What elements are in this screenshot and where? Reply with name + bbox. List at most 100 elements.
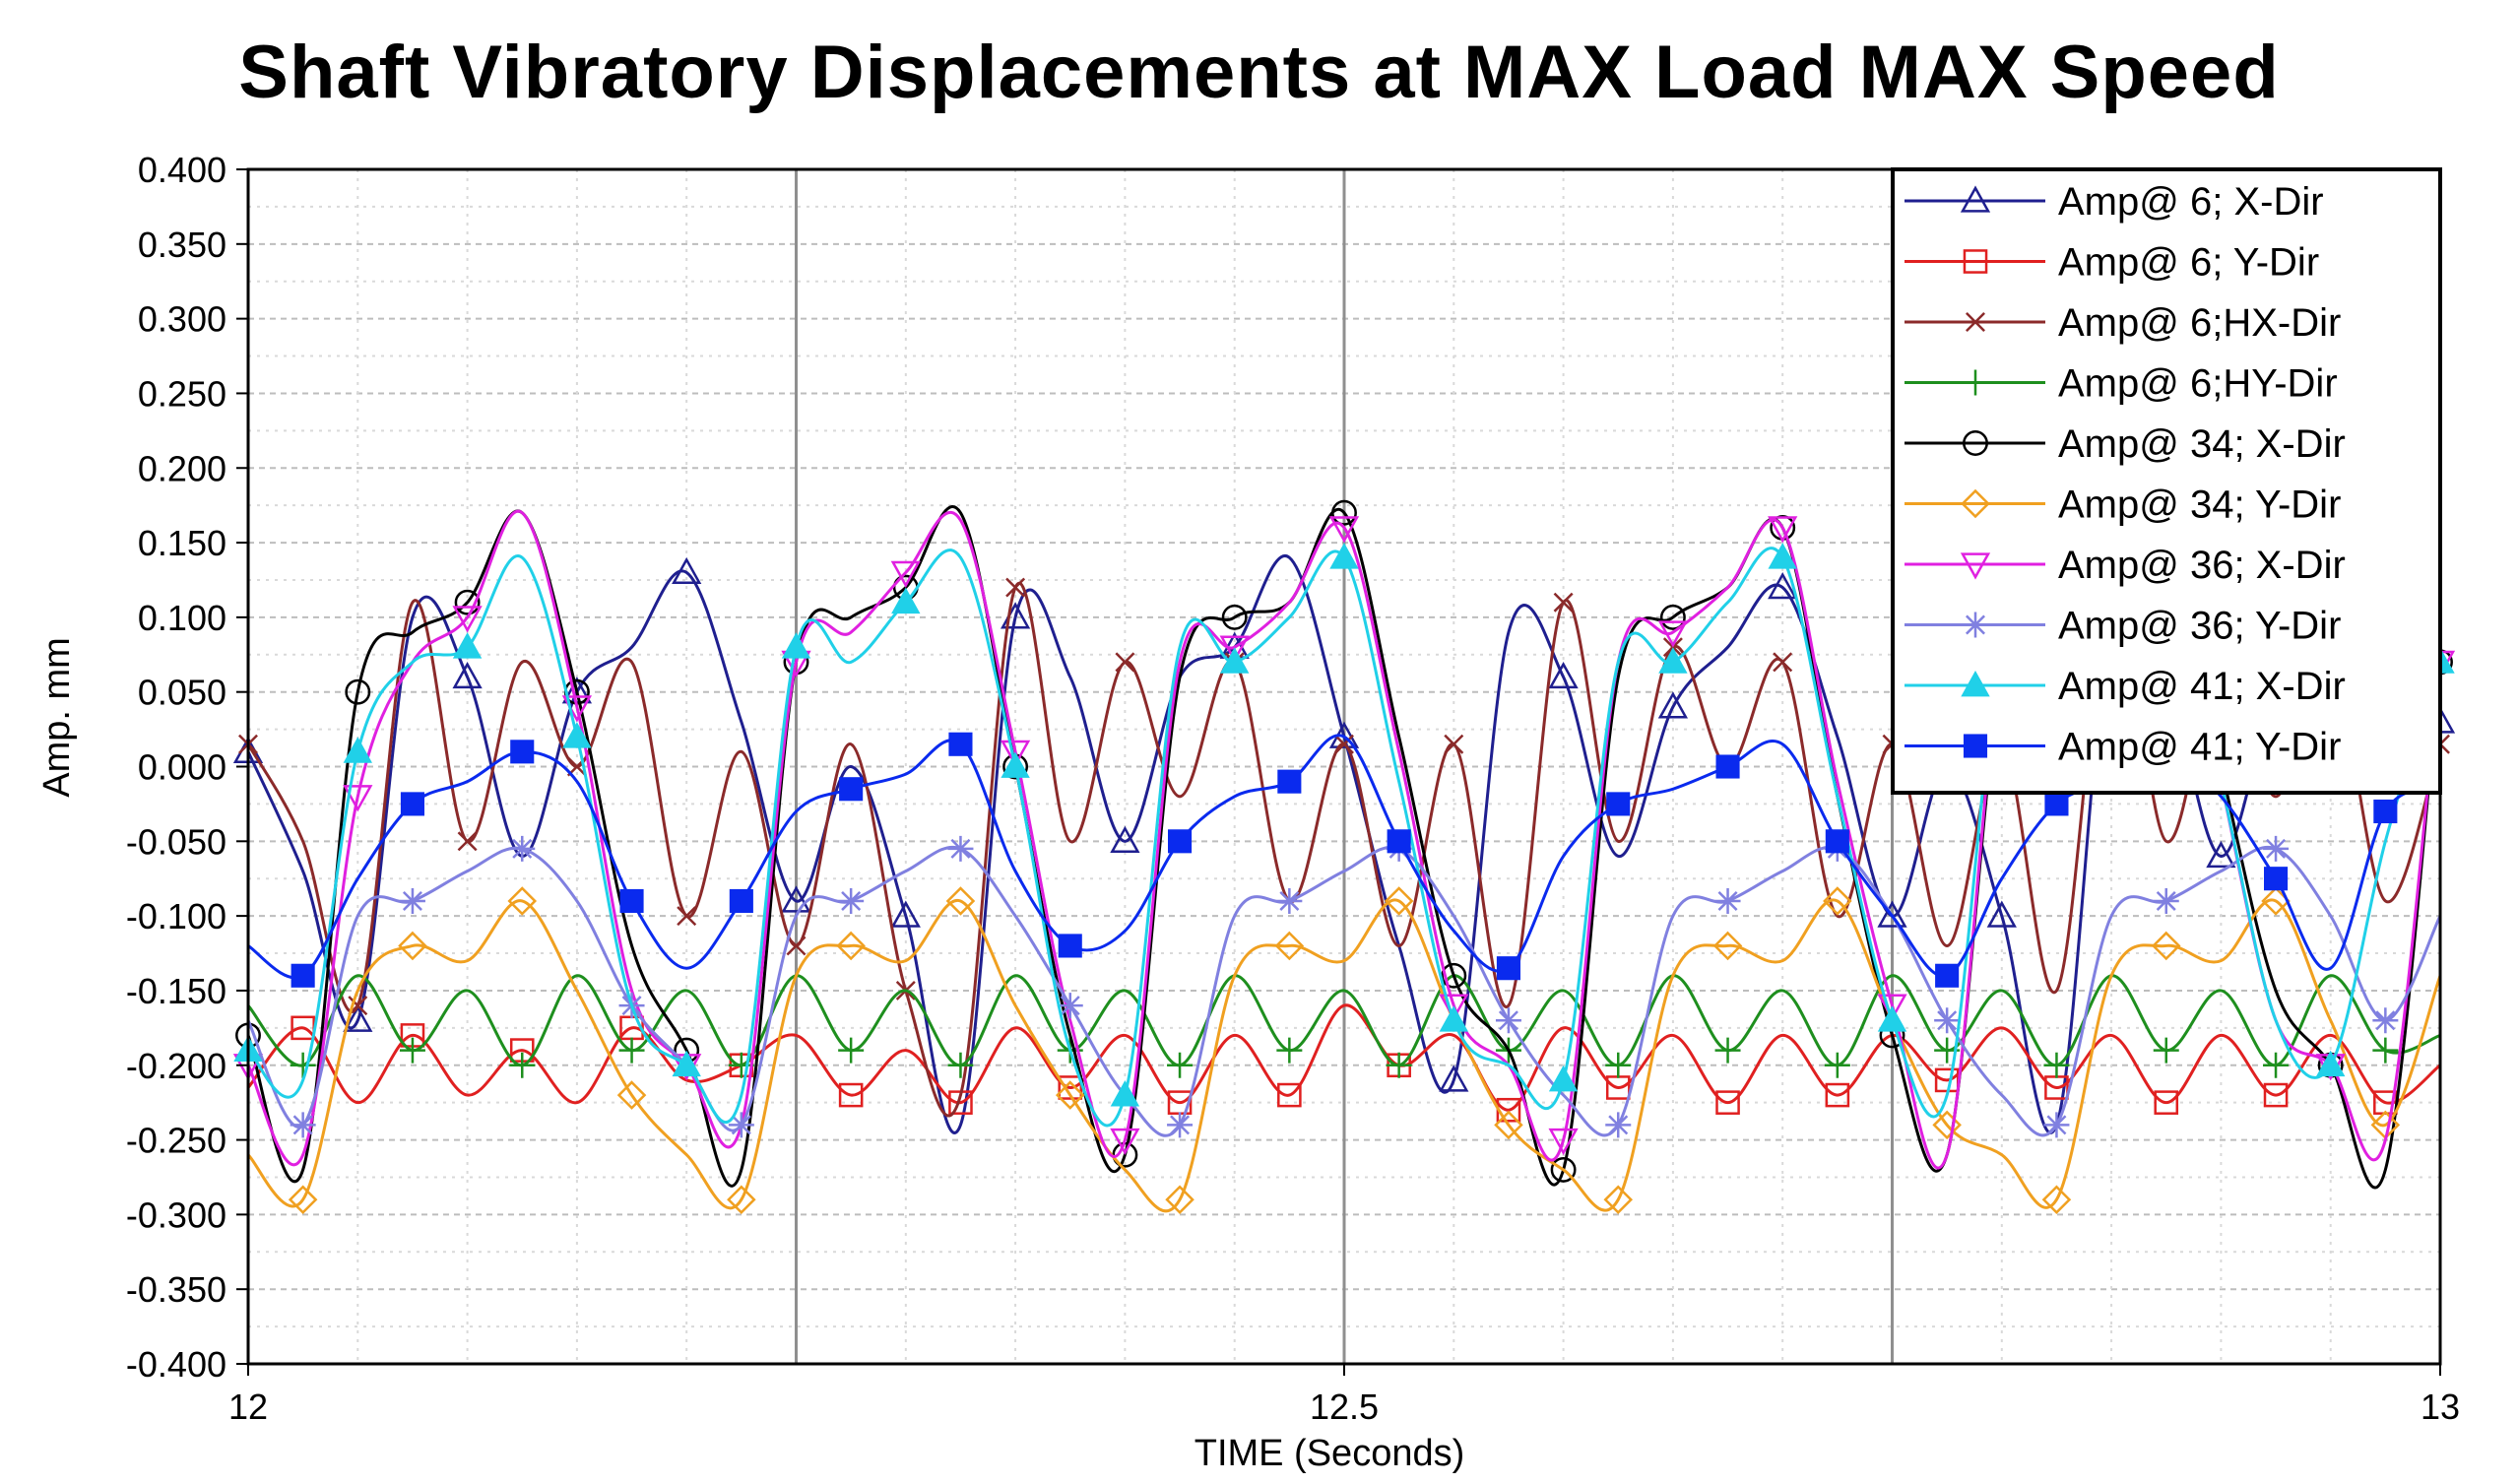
data-point xyxy=(1439,1005,1468,1032)
data-point xyxy=(507,886,538,916)
data-point xyxy=(1439,994,1469,1021)
data-point xyxy=(947,835,974,862)
y-tick-label: -0.300 xyxy=(126,1194,226,1235)
data-point xyxy=(1715,1090,1740,1115)
data-point xyxy=(1001,751,1030,778)
legend-entry-10: Amp@ 41; Y-Dir xyxy=(1905,726,2341,769)
data-point xyxy=(2043,1052,2070,1078)
data-point xyxy=(1657,691,1689,719)
data-point xyxy=(1441,962,1467,989)
data-point xyxy=(781,885,811,913)
legend-label: Amp@ 41; Y-Dir xyxy=(2058,726,2341,769)
data-point xyxy=(728,1112,754,1138)
data-point xyxy=(1110,1128,1140,1156)
data-point xyxy=(1277,1082,1302,1108)
data-point xyxy=(1276,887,1303,914)
data-point xyxy=(1768,516,1798,544)
data-point xyxy=(2263,835,2290,862)
data-point xyxy=(291,963,315,988)
data-point xyxy=(1714,1037,1741,1064)
data-point xyxy=(1495,1007,1521,1034)
y-tick-label: 0.300 xyxy=(138,299,226,340)
data-point xyxy=(672,1050,701,1077)
data-point xyxy=(1658,647,1688,674)
data-point xyxy=(1603,1185,1634,1214)
data-point xyxy=(1934,1007,1961,1034)
legend-label: Amp@ 6; Y-Dir xyxy=(2058,241,2319,285)
data-point xyxy=(672,556,702,585)
data-point xyxy=(1553,592,1574,613)
data-point xyxy=(1659,604,1686,630)
data-point xyxy=(343,785,373,812)
data-point xyxy=(1960,552,1991,580)
data-point xyxy=(290,1052,316,1078)
data-point xyxy=(1548,1128,1579,1156)
legend-entry-7: Amp@ 36; X-Dir xyxy=(1905,544,2346,587)
data-point xyxy=(1712,931,1743,961)
data-point xyxy=(1496,956,1521,981)
data-point xyxy=(2373,799,2398,824)
data-point xyxy=(2263,1082,2289,1108)
data-point xyxy=(1960,185,1991,213)
x-tick-label: 12.5 xyxy=(1310,1387,1379,1427)
data-point xyxy=(1768,571,1798,600)
data-point xyxy=(1714,887,1741,914)
data-point xyxy=(1606,792,1631,816)
series-line xyxy=(246,845,2442,1137)
legend-label: Amp@ 36; X-Dir xyxy=(2058,544,2346,587)
data-point xyxy=(890,560,921,588)
data-point xyxy=(1963,612,1988,638)
data-point xyxy=(510,740,535,764)
legend-entry-9: Amp@ 41; X-Dir xyxy=(1905,665,2346,708)
data-point xyxy=(1768,543,1797,569)
legend-entry-8: Amp@ 36; Y-Dir xyxy=(1905,605,2341,648)
data-point xyxy=(1219,635,1250,663)
data-point xyxy=(509,1052,536,1078)
data-point xyxy=(1657,620,1689,648)
y-tick-label: 0.150 xyxy=(138,523,226,563)
data-point xyxy=(1058,1075,1083,1100)
data-point xyxy=(1961,670,1990,697)
data-point xyxy=(838,887,865,914)
data-point xyxy=(452,661,483,689)
y-tick-label: 0.200 xyxy=(138,448,226,488)
data-point xyxy=(1963,734,1988,758)
data-point xyxy=(457,831,478,852)
data-point xyxy=(1168,829,1193,854)
data-point xyxy=(1115,652,1135,673)
data-point xyxy=(1877,994,1907,1021)
data-point xyxy=(509,835,536,862)
data-point xyxy=(1000,740,1031,767)
data-point xyxy=(1328,516,1360,544)
y-tick-label: 0.100 xyxy=(138,598,226,638)
legend-entry-2: Amp@ 6; Y-Dir xyxy=(1905,241,2319,285)
data-point xyxy=(947,1052,974,1078)
data-point xyxy=(2264,867,2289,891)
legend-entry-5: Amp@ 34; X-Dir xyxy=(1905,422,2346,466)
y-axis-label: Amp. mm xyxy=(36,637,78,798)
data-point xyxy=(1220,647,1250,674)
legend-label: Amp@ 6;HX-Dir xyxy=(2058,301,2341,345)
data-point xyxy=(2041,1185,2072,1214)
data-point xyxy=(343,737,372,763)
data-point xyxy=(1167,1112,1194,1138)
y-tick-label: -0.150 xyxy=(126,971,226,1011)
series-6 xyxy=(246,886,2442,1214)
series-line xyxy=(246,974,2441,1067)
legend-label: Amp@ 6;HY-Dir xyxy=(2058,362,2338,406)
data-point xyxy=(1274,931,1305,961)
data-point xyxy=(288,1185,318,1214)
data-point xyxy=(562,722,592,748)
data-point xyxy=(2316,1050,2346,1077)
data-point xyxy=(1221,604,1248,630)
data-point xyxy=(2154,1090,2179,1115)
data-point xyxy=(1823,886,1852,916)
data-point xyxy=(1277,769,1302,794)
data-point xyxy=(2372,1007,2399,1034)
data-point xyxy=(345,678,371,705)
series-line xyxy=(246,581,2442,1118)
legend-label: Amp@ 34; Y-Dir xyxy=(2058,484,2341,527)
data-point xyxy=(1877,900,1907,928)
data-point xyxy=(1932,1110,1962,1140)
